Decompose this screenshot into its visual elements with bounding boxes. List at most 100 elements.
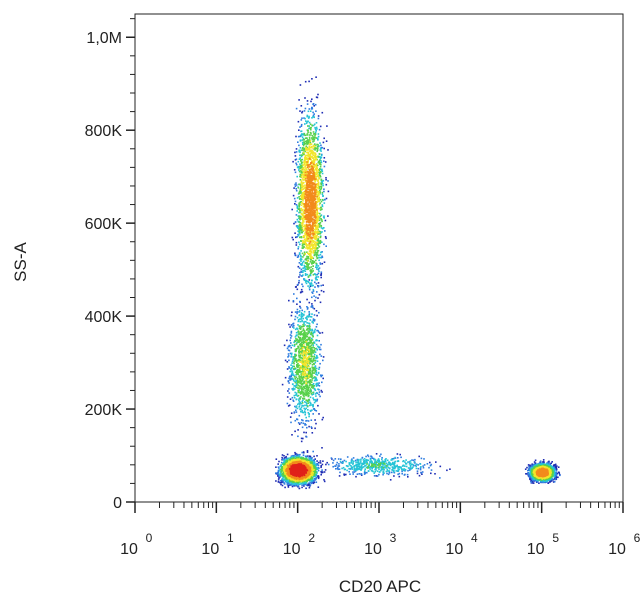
event-dot (311, 409, 313, 411)
event-dot (301, 338, 304, 341)
event-dot (306, 368, 309, 370)
event-dot (316, 96, 319, 99)
event-dot (315, 110, 317, 112)
event-dot (302, 247, 305, 249)
event-dot (315, 130, 317, 132)
event-dot (299, 359, 301, 362)
event-dot (291, 483, 294, 485)
event-dot (321, 191, 324, 194)
event-dot (540, 463, 543, 466)
event-dot (550, 476, 552, 478)
event-dot (291, 456, 293, 458)
event-dot (358, 458, 360, 461)
event-dot (313, 359, 315, 362)
event-dot (403, 468, 406, 470)
event-dot (311, 244, 314, 246)
event-dot (306, 346, 308, 349)
event-dot (308, 116, 310, 119)
event-dot (310, 404, 312, 406)
event-dot (308, 331, 310, 333)
event-dot (310, 393, 313, 395)
event-dot (311, 260, 314, 262)
event-dot (423, 464, 426, 466)
event-dot (315, 228, 318, 231)
event-dot (319, 236, 322, 239)
event-dot (291, 481, 293, 484)
event-dot (326, 461, 328, 464)
event-dot (319, 212, 321, 215)
event-dot (299, 236, 301, 239)
event-dot (315, 277, 317, 279)
event-dot (300, 123, 303, 126)
event-dot (300, 166, 303, 169)
event-dot (295, 409, 297, 412)
event-dot (324, 236, 327, 238)
event-dot (378, 464, 380, 466)
event-dot (297, 265, 300, 268)
event-dot (311, 291, 313, 294)
event-dot (307, 455, 309, 457)
event-dot (322, 377, 324, 380)
event-dot (297, 135, 300, 138)
event-dot (315, 282, 318, 285)
event-dot (307, 389, 310, 391)
event-dot (318, 197, 320, 200)
event-dot (303, 386, 306, 388)
event-dot (366, 463, 368, 465)
event-dot (294, 355, 297, 358)
event-dot (363, 462, 365, 464)
event-dot (286, 347, 289, 350)
event-dot (279, 474, 282, 477)
event-dot (316, 273, 319, 276)
event-dot (393, 457, 395, 460)
event-dot (361, 456, 364, 459)
event-dot (305, 368, 308, 370)
event-dot (311, 386, 313, 388)
event-dot (306, 298, 308, 301)
event-dot (555, 467, 558, 470)
event-dot (287, 380, 290, 382)
event-dot (309, 284, 312, 286)
event-dot (313, 247, 315, 250)
event-dot (292, 238, 294, 241)
event-dot (320, 374, 322, 376)
event-dot (311, 329, 314, 332)
event-dot (369, 468, 371, 470)
event-dot (314, 478, 317, 480)
event-dot (407, 461, 409, 463)
event-dot (302, 482, 304, 485)
event-dot (314, 249, 317, 252)
event-dot (306, 261, 308, 264)
event-dot (294, 453, 297, 456)
event-dot (316, 239, 319, 242)
event-dot (528, 474, 530, 477)
plot-area-frame (134, 13, 624, 503)
event-dot (321, 471, 324, 473)
event-dot (284, 480, 287, 483)
event-dot (373, 461, 376, 464)
event-dot (355, 475, 357, 478)
event-dot (553, 473, 556, 475)
event-dot (294, 353, 297, 356)
event-dot (353, 460, 355, 463)
event-dot (317, 384, 320, 386)
event-dot (359, 468, 362, 471)
event-dot (526, 473, 528, 475)
event-dot (316, 464, 319, 466)
event-dot (292, 326, 294, 328)
event-dot (548, 460, 550, 463)
event-dot (404, 461, 406, 463)
event-dot (316, 355, 318, 358)
event-dot (321, 168, 323, 171)
event-dot (305, 340, 307, 343)
event-dot (283, 463, 285, 465)
event-dot (310, 272, 312, 275)
event-dot (310, 358, 313, 360)
event-dot (292, 160, 294, 163)
event-dot (307, 153, 309, 156)
event-dot (296, 311, 299, 313)
event-dot (305, 320, 307, 323)
event-dot (311, 150, 314, 152)
event-dot (303, 163, 305, 166)
event-dot (320, 471, 323, 474)
